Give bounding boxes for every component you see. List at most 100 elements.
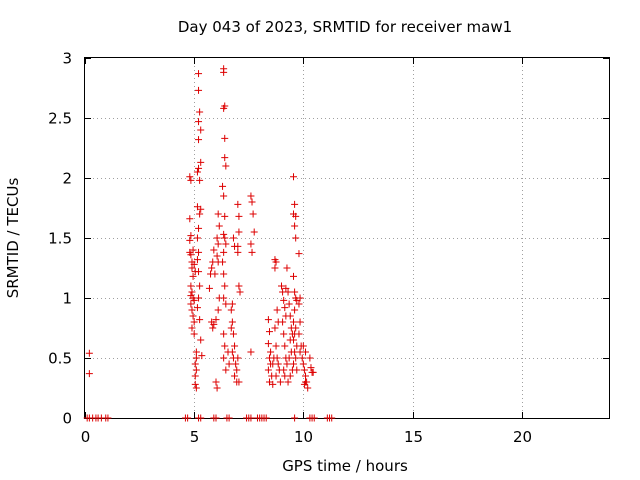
data-point [284, 288, 292, 296]
x-tick-label: 5 [190, 428, 200, 446]
data-point [184, 414, 192, 422]
y-tick-label: 1.5 [48, 230, 72, 248]
data-point [295, 330, 303, 338]
data-point [222, 366, 230, 374]
data-point [283, 264, 291, 272]
data-point [284, 378, 292, 386]
data-point [195, 164, 203, 172]
data-point [232, 360, 240, 368]
data-point [188, 288, 196, 296]
data-point [286, 312, 294, 320]
data-point [221, 282, 229, 290]
data-point [228, 300, 236, 308]
data-point [292, 234, 300, 242]
data-point [190, 260, 198, 268]
data-point [209, 324, 217, 332]
data-point [292, 324, 300, 332]
data-point [283, 360, 291, 368]
data-point [228, 348, 236, 356]
data-point [220, 270, 228, 278]
data-point [295, 300, 303, 308]
scatter-points [83, 65, 336, 422]
data-point [249, 210, 257, 218]
data-point [280, 366, 288, 374]
data-point [196, 210, 204, 218]
data-point [229, 234, 237, 242]
data-point [197, 158, 205, 166]
data-point [190, 318, 198, 326]
data-point [290, 173, 298, 181]
data-point [187, 282, 195, 290]
data-point [205, 284, 213, 292]
data-point [193, 234, 201, 242]
data-point [296, 294, 304, 302]
data-point [186, 173, 194, 181]
data-point [220, 354, 228, 362]
data-point [220, 330, 228, 338]
data-point [302, 348, 310, 356]
data-point [214, 306, 222, 314]
data-point [269, 380, 277, 388]
data-point [292, 212, 300, 220]
data-point [191, 380, 199, 388]
x-tick-label: 20 [513, 428, 532, 446]
data-point [264, 340, 272, 348]
data-point [188, 306, 196, 314]
data-point [188, 324, 196, 332]
chart-title: Day 043 of 2023, SRMTID for receiver maw… [178, 18, 512, 36]
data-point [282, 284, 290, 292]
data-point [235, 282, 243, 290]
data-point [299, 360, 307, 368]
data-point [191, 360, 199, 368]
data-point [219, 258, 227, 266]
data-point [300, 366, 308, 374]
data-point [269, 360, 277, 368]
data-point [220, 68, 228, 76]
data-point [208, 264, 216, 272]
data-point [247, 240, 255, 248]
data-point [248, 198, 256, 206]
data-point [195, 294, 203, 302]
data-point [299, 342, 307, 350]
data-point [235, 228, 243, 236]
data-point [186, 236, 194, 244]
y-tick-label: 2 [62, 170, 72, 188]
data-point [195, 70, 203, 78]
data-point [85, 349, 93, 357]
data-point [215, 222, 223, 230]
data-point [296, 318, 304, 326]
data-point [225, 414, 233, 422]
data-point [196, 108, 204, 116]
data-point [220, 192, 228, 200]
data-point [291, 306, 299, 314]
plot-frame [84, 57, 610, 419]
x-tick-label: 15 [404, 428, 423, 446]
data-point [197, 205, 205, 213]
data-point [188, 264, 196, 272]
data-point [228, 318, 236, 326]
data-point [309, 368, 317, 376]
data-point [213, 234, 221, 242]
data-point [291, 288, 299, 296]
data-point [279, 318, 287, 326]
data-point [197, 126, 205, 134]
y-tick-label: 0 [62, 410, 72, 428]
data-point [272, 342, 280, 350]
data-point [220, 104, 228, 112]
data-point [290, 336, 298, 344]
data-point [285, 354, 293, 362]
data-point [187, 232, 195, 240]
data-point [193, 256, 201, 264]
data-point [280, 330, 288, 338]
y-tick-label: 3 [62, 50, 72, 68]
data-point [104, 414, 112, 422]
data-point [212, 378, 220, 386]
data-point [234, 354, 242, 362]
data-point [248, 248, 256, 256]
data-point [187, 251, 195, 259]
y-axis-label: SRMTID / TECUs [4, 178, 22, 299]
data-point [196, 316, 204, 324]
data-point [221, 212, 229, 220]
data-point [276, 378, 284, 386]
data-point [264, 316, 272, 324]
